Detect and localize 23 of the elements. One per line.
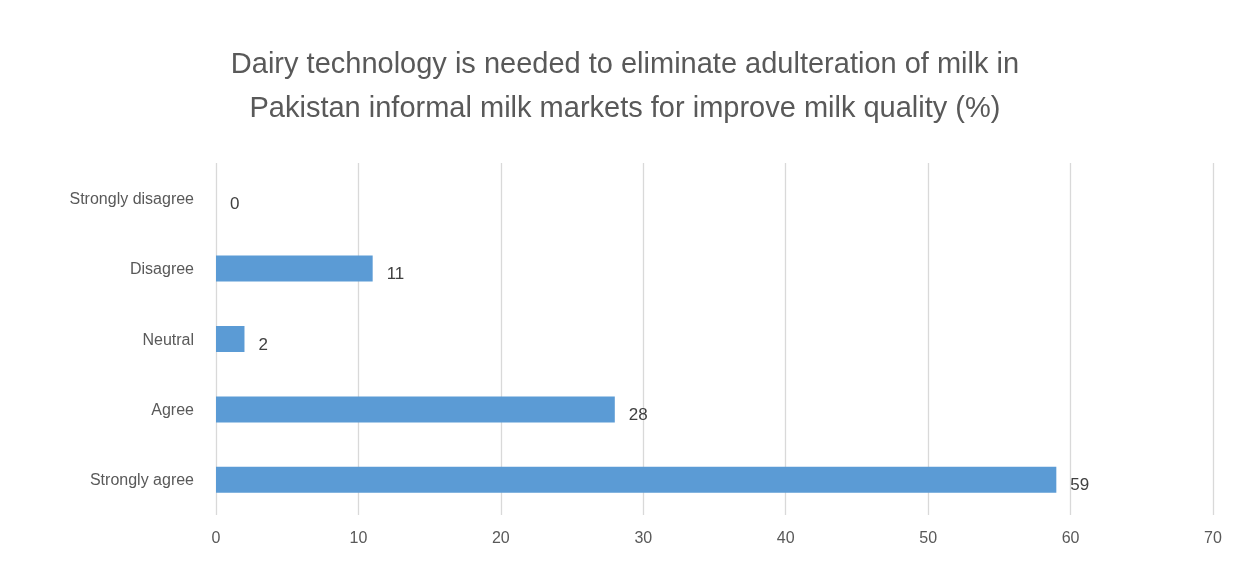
data-label: 0 xyxy=(230,193,240,213)
x-tick-label: 40 xyxy=(776,528,795,546)
chart-title: Dairy technology is needed to eliminate adulteration of milk in Pakistan informal milk markets for improve milk quality (%) xyxy=(230,47,1020,123)
y-tick-label: Disagree xyxy=(129,260,195,278)
data-label: 11 xyxy=(386,264,405,284)
x-tick-label: 60 xyxy=(1061,528,1080,546)
x-tick-label: 50 xyxy=(919,528,938,546)
x-tick-label: 30 xyxy=(634,528,653,546)
y-tick-label: Neutral xyxy=(142,330,194,348)
bar xyxy=(216,255,373,282)
data-label: 2 xyxy=(258,334,268,354)
x-tick-label: 20 xyxy=(491,528,510,546)
x-tick-label: 0 xyxy=(211,528,221,546)
x-tick-label: 10 xyxy=(349,528,368,546)
bar xyxy=(216,466,1057,493)
x-tick-label: 70 xyxy=(1204,528,1222,546)
y-tick-label: Strongly agree xyxy=(89,471,195,489)
y-tick-label: Agree xyxy=(151,400,195,418)
data-label: 28 xyxy=(628,404,648,424)
bar xyxy=(216,396,615,423)
bar xyxy=(216,326,245,352)
data-label: 59 xyxy=(1070,475,1090,495)
y-tick-label: Strongly disagree xyxy=(69,189,195,207)
